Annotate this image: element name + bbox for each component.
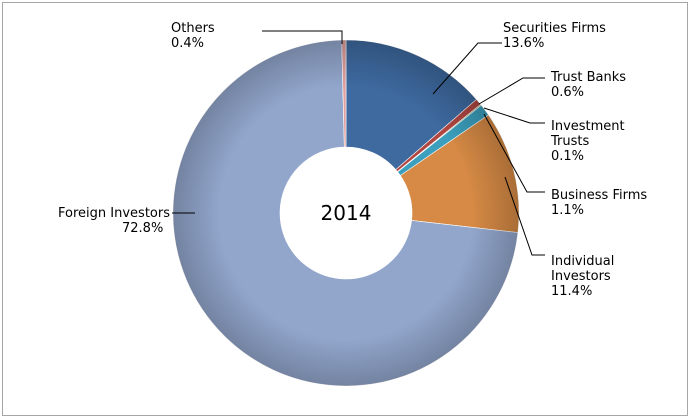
- leader-investment-trusts: [483, 107, 545, 124]
- label-securities-firms-value: 13.6%: [503, 36, 544, 51]
- label-individual-investors-name-2: Investors: [551, 269, 611, 284]
- label-foreign-investors-value: 72.8%: [122, 221, 163, 236]
- label-investment-trusts-value: 0.1%: [551, 149, 584, 164]
- label-investment-trusts-name-2: Trusts: [550, 134, 589, 149]
- leader-securities-firms: [432, 42, 502, 95]
- leader-business-firms: [483, 113, 545, 193]
- label-securities-firms-name: Securities Firms: [503, 21, 606, 36]
- leader-individual-investors: [504, 176, 545, 256]
- label-foreign-investors-name: Foreign Investors: [58, 206, 170, 221]
- leader-trust-banks: [478, 77, 545, 105]
- label-individual-investors-value: 11.4%: [551, 284, 592, 299]
- chart-title: 2014: [321, 201, 372, 225]
- leader-others: [262, 30, 343, 44]
- label-investment-trusts-name-1: Investment: [551, 119, 625, 134]
- donut-hole: [280, 147, 412, 279]
- label-business-firms-name: Business Firms: [551, 188, 647, 203]
- label-others-value: 0.4%: [171, 36, 204, 51]
- label-others-name: Others: [171, 21, 215, 36]
- label-individual-investors-name-1: Individual: [551, 254, 614, 269]
- label-business-firms-value: 1.1%: [551, 203, 584, 218]
- leader-lines: [172, 30, 545, 256]
- label-trust-banks-name: Trust Banks: [550, 70, 626, 85]
- label-trust-banks-value: 0.6%: [551, 85, 584, 100]
